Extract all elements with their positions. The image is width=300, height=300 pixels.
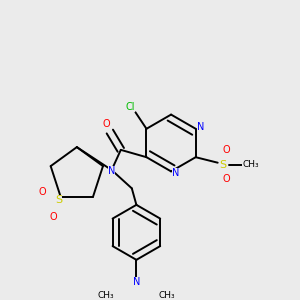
Text: CH₃: CH₃ [98,291,115,300]
Text: N: N [108,166,115,176]
Text: CH₃: CH₃ [242,160,259,169]
Text: O: O [38,187,46,197]
Text: O: O [222,145,230,155]
Text: S: S [220,160,227,170]
Text: N: N [133,277,140,287]
Text: O: O [102,119,110,129]
Text: N: N [172,168,179,178]
Text: CH₃: CH₃ [158,291,175,300]
Text: N: N [196,122,204,132]
Text: S: S [55,195,62,205]
Text: O: O [222,174,230,184]
Text: Cl: Cl [125,102,135,112]
Text: O: O [50,212,57,222]
